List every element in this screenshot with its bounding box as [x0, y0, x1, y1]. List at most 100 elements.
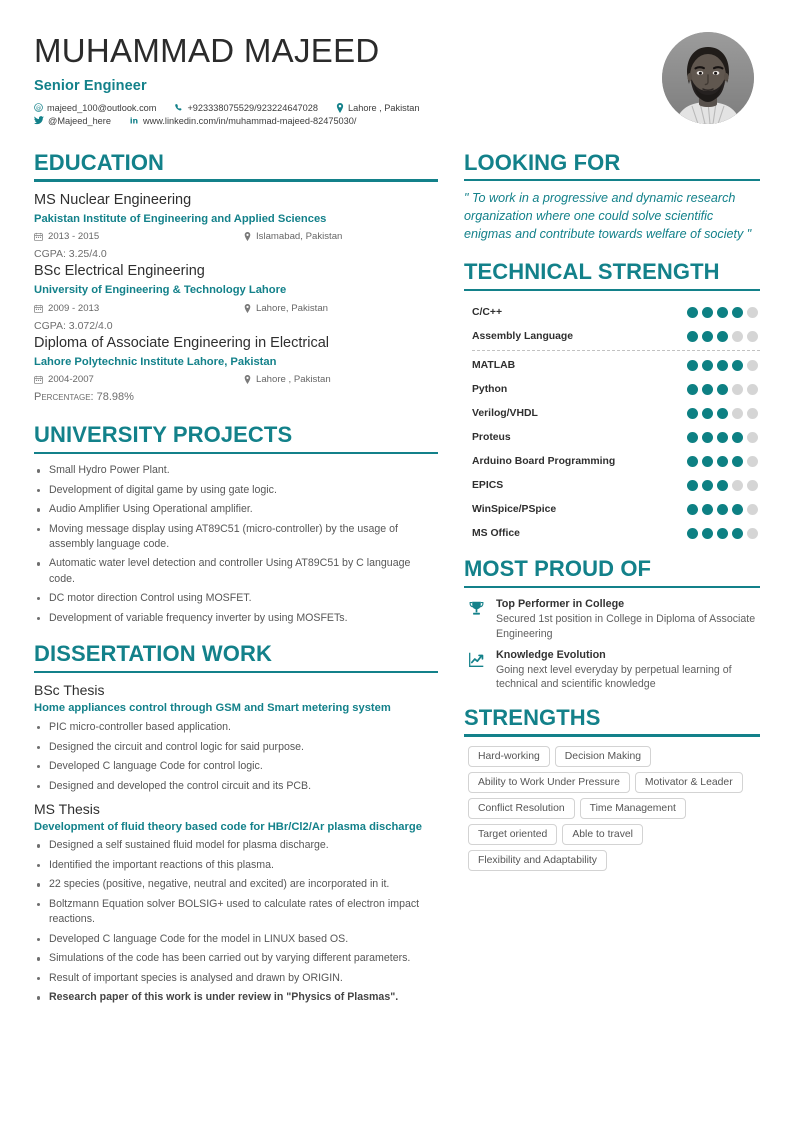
rating-dot [732, 407, 743, 419]
skill-name: MS Office [472, 527, 520, 539]
list-item: Developed C language Code for the model … [34, 932, 438, 947]
rating-dot [687, 431, 698, 443]
content-columns: EDUCATION MS Nuclear Engineering Pakista… [34, 149, 760, 1010]
section-rule [464, 585, 760, 589]
rating-dot [702, 330, 713, 342]
proud-desc: Secured 1st position in College in Diplo… [496, 613, 756, 640]
skill-row: Assembly Language [464, 324, 760, 348]
skill-name: Proteus [472, 431, 511, 443]
rating-dot [747, 330, 758, 342]
bsc-thesis-list: PIC micro-controller based application. … [34, 720, 438, 794]
skill-rating [687, 431, 760, 443]
rating-dot [717, 455, 728, 467]
header-left: MUHAMMAD MAJEED Senior Engineer @ majeed… [34, 28, 438, 129]
skill-name: EPICS [472, 479, 504, 491]
rating-dot [687, 407, 698, 419]
email-icon: @ [34, 103, 43, 112]
skill-group-1: C/C++ Assembly Language [464, 300, 760, 348]
skill-rating [687, 306, 760, 318]
education-entry: Diploma of Associate Engineering in Elec… [34, 334, 438, 403]
education-grade: CGPA: 3.25/4.0 [34, 248, 107, 261]
contact-phone-text: +923338075529/923224647028 [187, 102, 318, 113]
proud-item: Knowledge Evolution Going next level eve… [464, 648, 760, 692]
rating-dot [687, 479, 698, 491]
section-strengths: STRENGTHS Hard-working Decision Making A… [464, 705, 760, 871]
location-icon [244, 375, 251, 385]
rating-dot [747, 359, 758, 371]
thesis-label-bsc: BSc Thesis [34, 682, 105, 699]
skill-group-2: MATLAB Python [464, 353, 760, 545]
rating-dot [702, 383, 713, 395]
rating-dot [687, 359, 698, 371]
section-title-university-projects: UNIVERSITY PROJECTS [34, 422, 293, 448]
list-item: Designed a self sustained fluid model fo… [34, 838, 438, 853]
rating-dot [702, 455, 713, 467]
svg-text:in: in [130, 117, 138, 126]
rating-dot [702, 479, 713, 491]
section-title-looking-for: LOOKING FOR [464, 149, 621, 175]
contact-phone[interactable]: +923338075529/923224647028 [174, 103, 318, 113]
section-dissertation: DISSERTATION WORK BSc Thesis Home applia… [34, 641, 438, 1005]
education-date: 2013 - 2015 [34, 231, 244, 242]
strength-tag: Target oriented [468, 823, 558, 845]
rating-dot [687, 527, 698, 539]
strength-tag: Time Management [579, 797, 686, 819]
left-column: EDUCATION MS Nuclear Engineering Pakista… [34, 149, 464, 1010]
section-rule [34, 670, 438, 674]
strength-tag: Ability to Work Under Pressure [468, 771, 630, 793]
education-date-text: 2004-2007 [48, 374, 94, 386]
skill-group-divider [472, 350, 760, 352]
job-title: Senior Engineer [34, 77, 147, 94]
section-rule [464, 288, 760, 292]
rating-dot [717, 359, 728, 371]
skill-rating [687, 383, 760, 395]
skill-name: WinSpice/PSpice [472, 503, 557, 515]
objective-quote: " To work in a progressive and dynamic r… [464, 191, 752, 242]
contact-twitter-text: @Majeed_here [48, 115, 111, 126]
contact-email[interactable]: @ majeed_100@outlook.com [34, 103, 156, 113]
thesis-label-ms: MS Thesis [34, 800, 100, 817]
list-item: Audio Amplifier Using Operational amplif… [34, 502, 438, 517]
skill-row: Arduino Board Programming [464, 449, 760, 473]
proud-body: Knowledge Evolution Going next level eve… [496, 648, 760, 692]
rating-dot [747, 503, 758, 515]
rating-dot [717, 306, 728, 318]
section-looking-for: LOOKING FOR " To work in a progressive a… [464, 149, 760, 244]
strength-tag: Conflict Resolution [468, 797, 575, 819]
contact-linkedin[interactable]: in www.linkedin.com/in/muhammad-majeed-8… [129, 116, 357, 126]
education-meta: 2004-2007 Lahore , Pakistan [34, 374, 438, 385]
page-title: MUHAMMAD MAJEED [34, 32, 380, 69]
chart-growth-icon [468, 648, 496, 692]
education-entry: MS Nuclear Engineering Pakistan Institut… [34, 191, 438, 260]
proud-desc: Going next level everyday by perpetual l… [496, 663, 732, 691]
skill-name: C/C++ [472, 306, 503, 318]
list-item: Boltzmann Equation solver BOLSIG+ used t… [34, 897, 438, 927]
rating-dot [687, 306, 698, 318]
section-title-education: EDUCATION [34, 149, 165, 175]
skill-row: Python [464, 377, 760, 401]
section-title-dissertation: DISSERTATION WORK [34, 641, 272, 667]
linkedin-icon: in [129, 116, 139, 126]
skill-rating [687, 359, 760, 371]
rating-dot [717, 431, 728, 443]
education-date-text: 2013 - 2015 [48, 231, 100, 243]
education-degree: MS Nuclear Engineering [34, 191, 192, 208]
section-rule [464, 179, 760, 182]
contact-twitter[interactable]: @Majeed_here [34, 116, 111, 126]
ms-thesis-list: Designed a self sustained fluid model fo… [34, 838, 438, 1005]
list-item: Developed C language Code for control lo… [34, 759, 438, 774]
skill-name: Verilog/VHDL [472, 407, 538, 419]
calendar-icon [34, 375, 43, 385]
rating-dot [687, 383, 698, 395]
rating-dot [717, 479, 728, 491]
avatar-photo [662, 32, 754, 124]
proud-title: Top Performer in College [496, 598, 625, 611]
location-icon [244, 303, 251, 313]
strength-tag: Able to travel [562, 823, 643, 845]
proud-item: Top Performer in College Secured 1st pos… [464, 597, 760, 641]
rating-dot [747, 479, 758, 491]
rating-dot [717, 527, 728, 539]
rating-dot [747, 455, 758, 467]
rating-dot [702, 527, 713, 539]
